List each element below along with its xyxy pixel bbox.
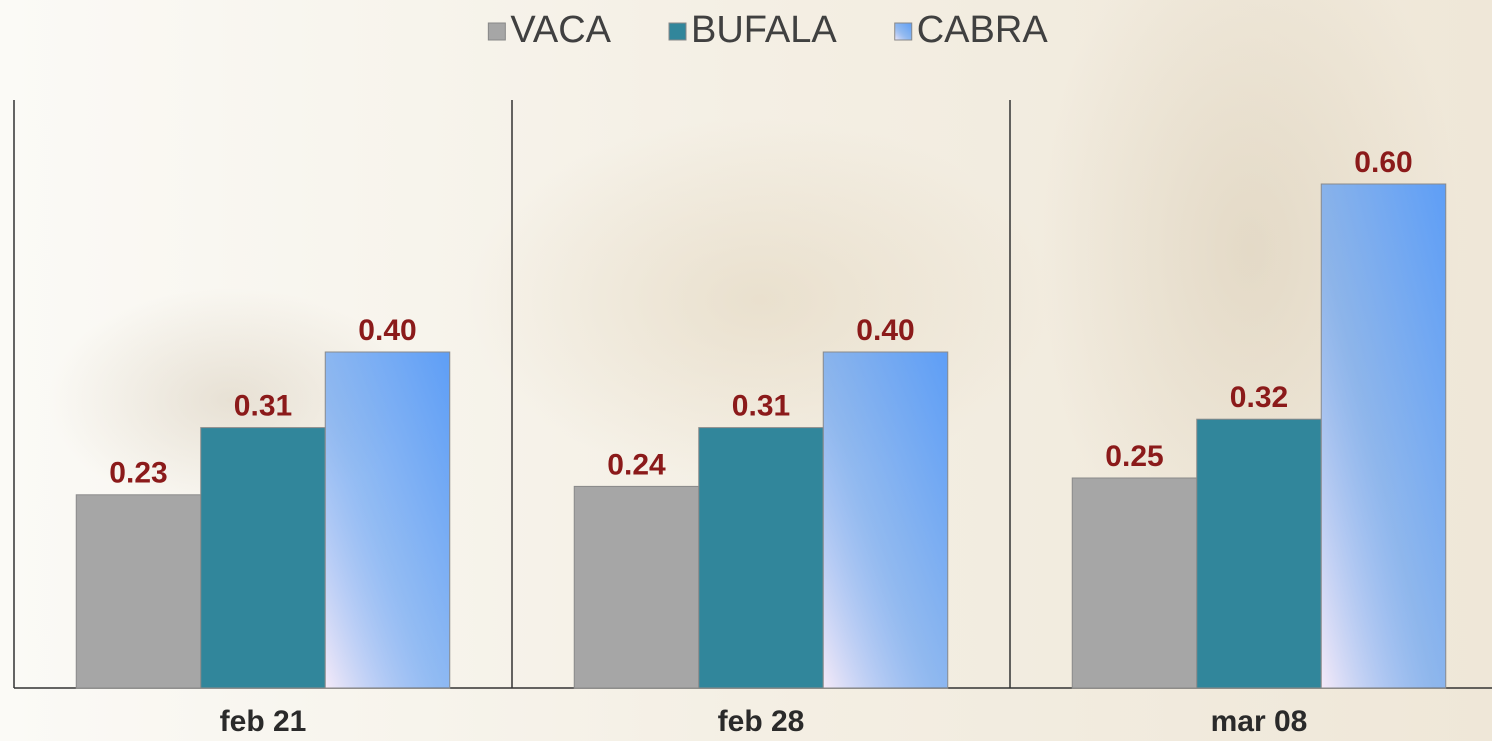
legend-swatch <box>668 22 687 41</box>
bar <box>200 427 326 689</box>
data-label: 0.24 <box>607 448 666 481</box>
data-label: 0.60 <box>1354 146 1412 179</box>
legend-label: BUFALA <box>691 9 837 51</box>
x-tick-label: feb 21 <box>220 705 307 738</box>
bar <box>75 494 202 689</box>
bar <box>573 485 700 689</box>
data-label: 0.32 <box>1230 381 1288 414</box>
bar <box>1196 418 1322 689</box>
data-label: 0.23 <box>109 457 167 490</box>
legend: VACA BUFALA CABRA <box>487 9 1049 51</box>
data-label: 0.40 <box>856 314 914 347</box>
legend-label: CABRA <box>917 9 1049 51</box>
x-tick-label: mar 08 <box>1211 705 1308 738</box>
legend-label: VACA <box>510 9 611 51</box>
data-label: 0.31 <box>234 390 292 423</box>
bar <box>698 427 824 689</box>
data-label: 0.40 <box>358 314 416 347</box>
bar <box>822 351 949 689</box>
data-label: 0.25 <box>1105 440 1163 473</box>
data-label: 0.31 <box>732 390 790 423</box>
x-tick-label: feb 28 <box>718 705 805 738</box>
bar <box>1320 183 1447 689</box>
legend-swatch <box>487 22 506 41</box>
bar <box>1071 477 1198 689</box>
legend-swatch <box>894 22 913 41</box>
bar <box>324 351 451 689</box>
